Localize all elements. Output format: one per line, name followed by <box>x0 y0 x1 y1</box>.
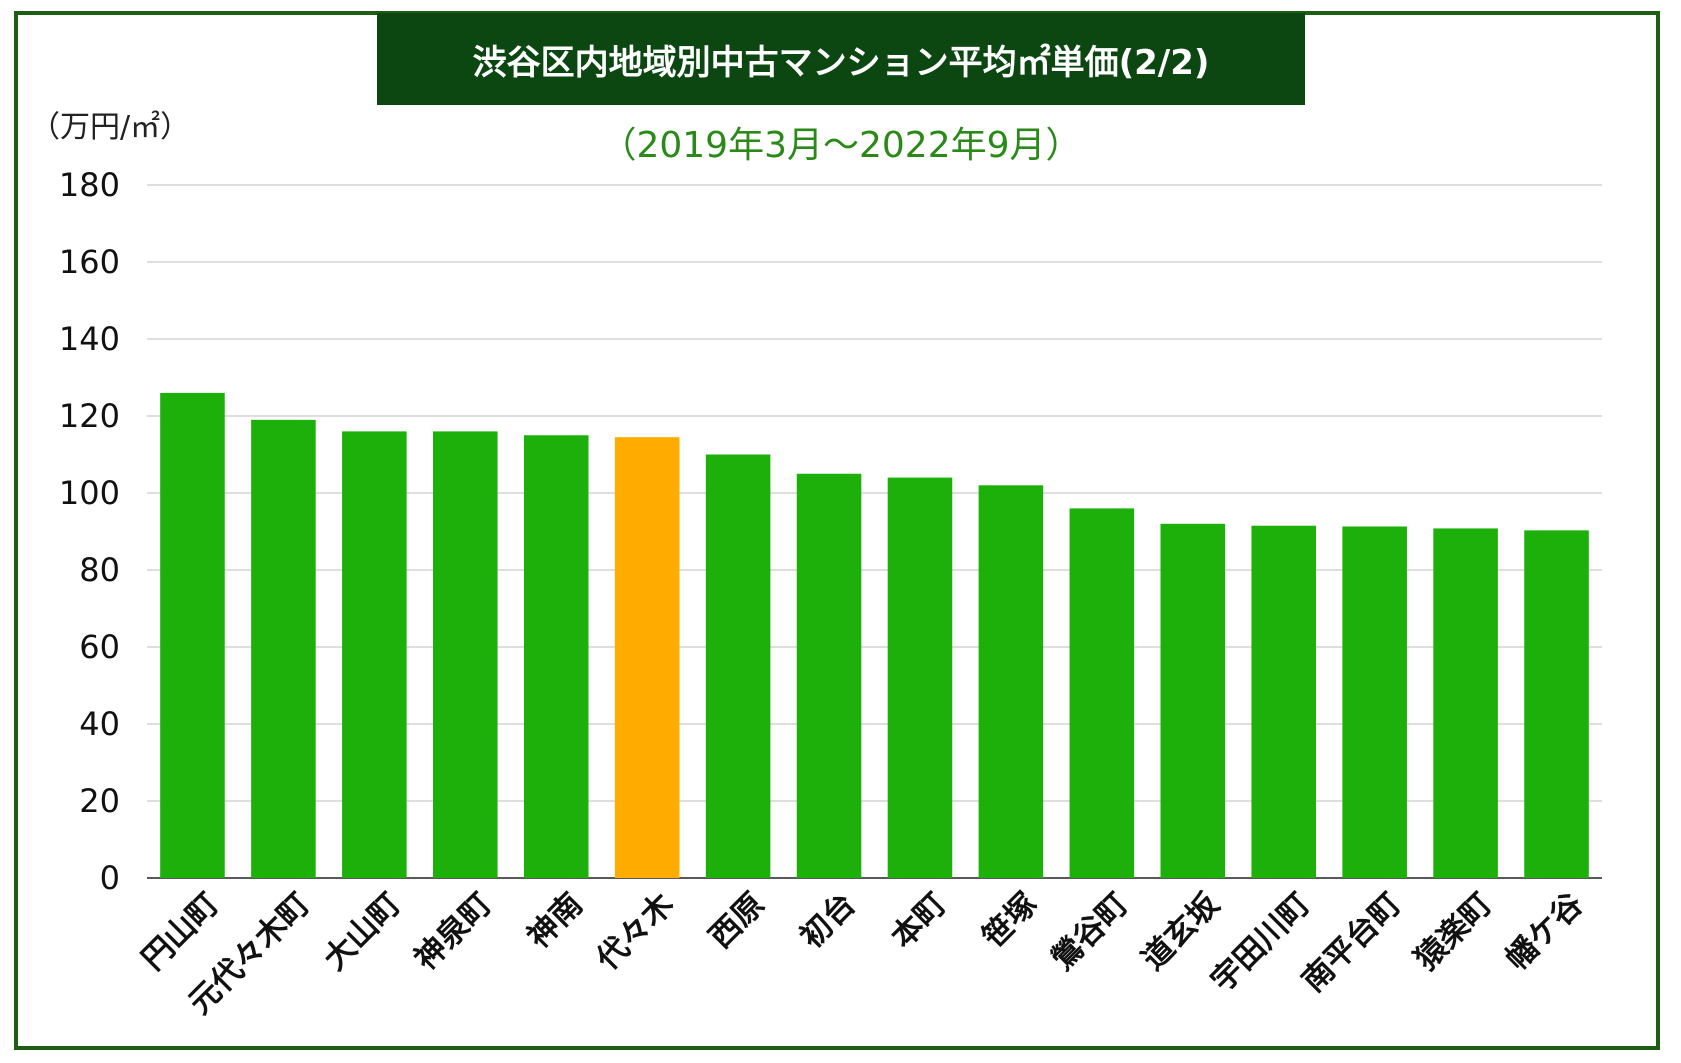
y-axis-unit: （万円/㎡） <box>30 110 191 145</box>
bar <box>1069 508 1135 878</box>
chart-title: 渋谷区内地域別中古マンション平均㎡単価(2/2) <box>377 13 1305 105</box>
bar <box>1433 528 1498 878</box>
y-tick-label: 80 <box>79 551 120 589</box>
category-label: 鶯谷町 <box>1044 886 1135 977</box>
bar <box>523 435 589 878</box>
bar <box>251 419 316 878</box>
category-label: 代々木 <box>589 886 681 978</box>
y-tick-label: 60 <box>79 628 120 666</box>
bar <box>1342 526 1407 878</box>
category-label: 神泉町 <box>408 886 499 977</box>
category-label: 西原 <box>702 886 771 955</box>
bar <box>342 431 407 878</box>
bar <box>1251 525 1317 878</box>
category-label: 円山町 <box>135 886 226 977</box>
chart-subtitle: （2019年3月〜2022年9月） <box>600 125 1082 166</box>
y-tick-label: 120 <box>59 397 120 435</box>
category-label: 初台 <box>793 886 862 955</box>
y-tick-label: 40 <box>79 705 120 743</box>
bar <box>887 477 953 878</box>
category-label: 猿楽町 <box>1408 886 1499 977</box>
bar <box>1160 523 1226 878</box>
bar <box>614 437 680 878</box>
y-tick-label: 0 <box>100 859 120 897</box>
category-label: 神南 <box>521 886 590 955</box>
bar <box>705 454 771 878</box>
bar <box>796 473 862 878</box>
category-label: 道玄坂 <box>1135 886 1226 977</box>
category-label: 宇田川町 <box>1204 886 1317 999</box>
category-label: 本町 <box>884 886 953 955</box>
category-label: 幡ケ谷 <box>1499 886 1590 977</box>
y-tick-label: 140 <box>59 320 120 358</box>
y-tick-label: 20 <box>79 782 120 820</box>
y-tick-label: 160 <box>59 243 120 281</box>
category-label: 笹塚 <box>975 886 1044 955</box>
y-tick-label: 180 <box>59 166 120 204</box>
y-tick-label: 100 <box>59 474 120 512</box>
category-label: 大山町 <box>317 886 408 977</box>
bar <box>432 431 498 878</box>
category-label: 南平台町 <box>1295 886 1408 999</box>
bar <box>978 485 1044 878</box>
bar <box>1524 530 1589 878</box>
bar <box>160 392 225 878</box>
